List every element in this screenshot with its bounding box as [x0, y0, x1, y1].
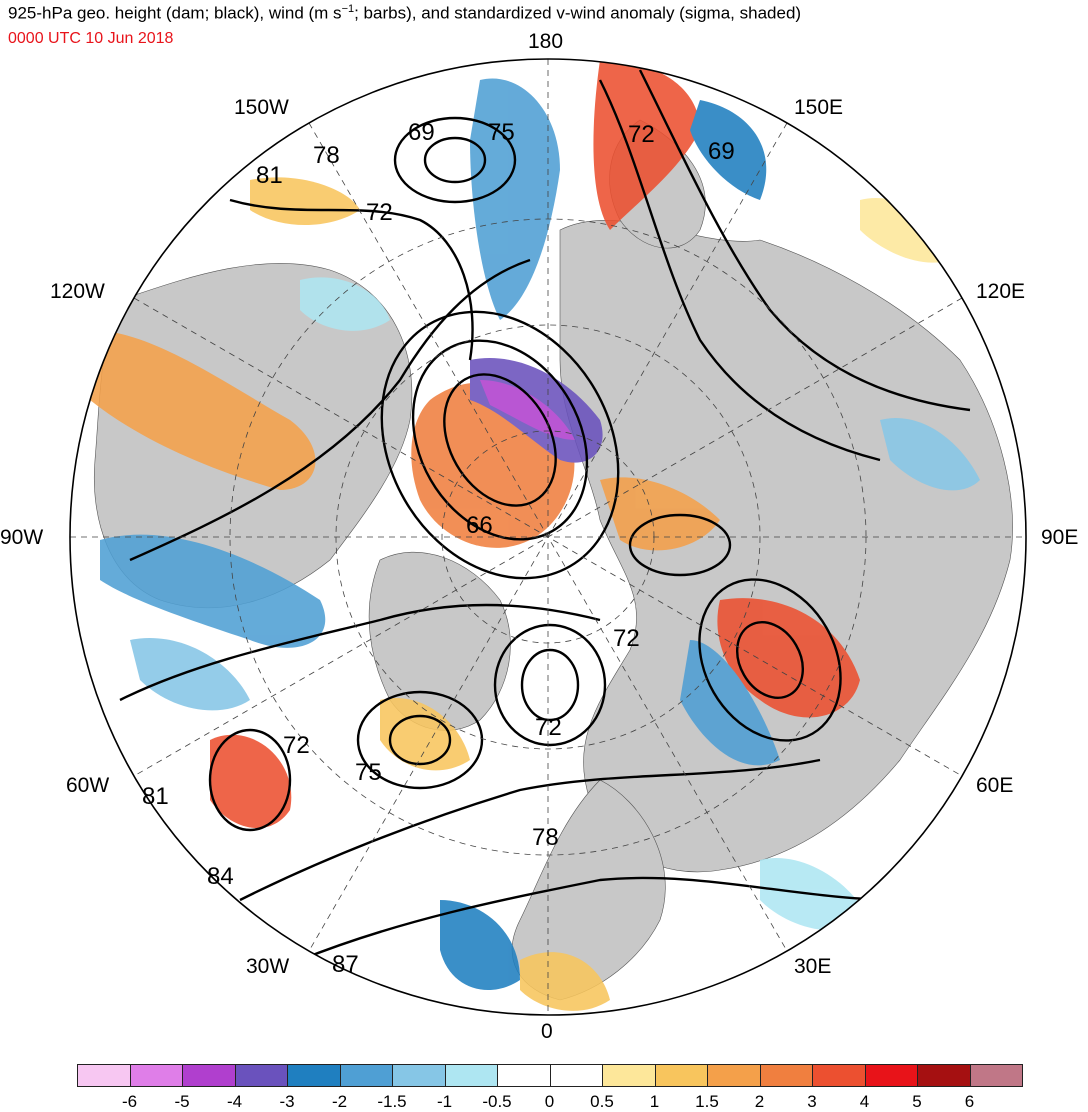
- colorbar-tick-label: -6: [121, 1092, 138, 1111]
- lon-label-60w: 60W: [66, 774, 110, 797]
- lon-label-60e: 60E: [976, 774, 1014, 797]
- contour-label: 78: [532, 824, 559, 851]
- colorbar-tick-label: 0: [544, 1092, 555, 1111]
- colorbar-swatch: [864, 1064, 918, 1087]
- colorbar-tick-label: -0.5: [482, 1092, 512, 1111]
- lon-label-180: 180: [528, 30, 564, 53]
- colorbar-swatch: [602, 1064, 656, 1087]
- lon-label-120e: 120E: [976, 280, 1026, 303]
- colorbar-swatch: [917, 1064, 971, 1087]
- contour-label: 69: [408, 119, 435, 146]
- colorbar-tick-label: 6: [964, 1092, 975, 1111]
- colorbar-swatch: [759, 1064, 813, 1087]
- colorbar-swatch: [339, 1064, 393, 1087]
- polar-map: 75 69 78 81 72 72 69 66 72 72 72 75 81 7…: [69, 58, 1027, 1016]
- contour-label: 66: [466, 512, 493, 539]
- colorbar-swatch: [287, 1064, 341, 1087]
- colorbar-tick-label: -3: [279, 1092, 295, 1111]
- colorbar-tick-label: -5: [174, 1092, 190, 1111]
- contour-label: 87: [332, 951, 359, 978]
- colorbar-swatch: [969, 1064, 1023, 1087]
- colorbar-swatch: [234, 1064, 288, 1087]
- colorbar-tick-label: 3: [807, 1092, 817, 1111]
- colorbar-tick-label: -1: [436, 1092, 453, 1111]
- contour-label: 75: [355, 759, 382, 786]
- contour-label: 81: [256, 162, 283, 189]
- colorbar-tick-label: 2: [754, 1092, 765, 1111]
- graticule: [70, 59, 1026, 1015]
- contour-label: 84: [207, 863, 234, 890]
- colorbar-swatch: [707, 1064, 761, 1087]
- colorbar-tick-label: 0.5: [590, 1092, 614, 1111]
- colorbar-swatch: [444, 1064, 498, 1087]
- contour-label: 72: [366, 199, 393, 226]
- contour-labels: 75 69 78 81 72 72 69 66 72 72 72 75 81 7…: [142, 119, 735, 978]
- contour-label: 72: [535, 714, 562, 741]
- contour-label: 81: [142, 783, 169, 810]
- colorbar-swatch: [497, 1064, 551, 1087]
- figure-title: 925-hPa geo. height (dam; black), wind (…: [8, 3, 802, 23]
- colorbar-tick-label: -4: [226, 1092, 243, 1111]
- lon-label-90w: 90W: [0, 526, 44, 549]
- colorbar-swatch: [129, 1064, 183, 1087]
- colorbar-swatch: [77, 1064, 131, 1087]
- contour-label: 72: [283, 732, 310, 759]
- colorbar-swatch: [812, 1064, 866, 1087]
- lon-label-90e: 90E: [1041, 526, 1079, 549]
- contour-label: 72: [628, 121, 655, 148]
- colorbar-tick-label: 1: [649, 1092, 660, 1111]
- lon-label-30e: 30E: [794, 955, 832, 978]
- lon-label-150e: 150E: [794, 96, 844, 119]
- colorbar-swatch: [549, 1064, 603, 1087]
- contour-label: 78: [313, 142, 340, 169]
- lon-label-150w: 150W: [234, 96, 289, 119]
- colorbar-tick-label: 4: [859, 1092, 870, 1111]
- valid-time: 0000 UTC 10 Jun 2018: [8, 30, 174, 47]
- contour-label: 75: [488, 119, 515, 146]
- colorbar-tick-label: 5: [912, 1092, 922, 1111]
- contour-label: 69: [708, 138, 735, 165]
- height-contours: [119, 69, 971, 962]
- colorbar-swatch: [654, 1064, 708, 1087]
- colorbar-swatch: [182, 1064, 236, 1087]
- colorbar-tick-label: -2: [331, 1092, 348, 1111]
- contour-label: 72: [613, 625, 640, 652]
- lon-label-120w: 120W: [50, 280, 105, 303]
- lon-label-0: 0: [541, 1020, 553, 1043]
- colorbar-tick-label: -1.5: [377, 1092, 407, 1111]
- colorbar-swatch: [392, 1064, 446, 1087]
- colorbar-tick-label: 1.5: [695, 1092, 719, 1111]
- lon-label-30w: 30W: [246, 955, 290, 978]
